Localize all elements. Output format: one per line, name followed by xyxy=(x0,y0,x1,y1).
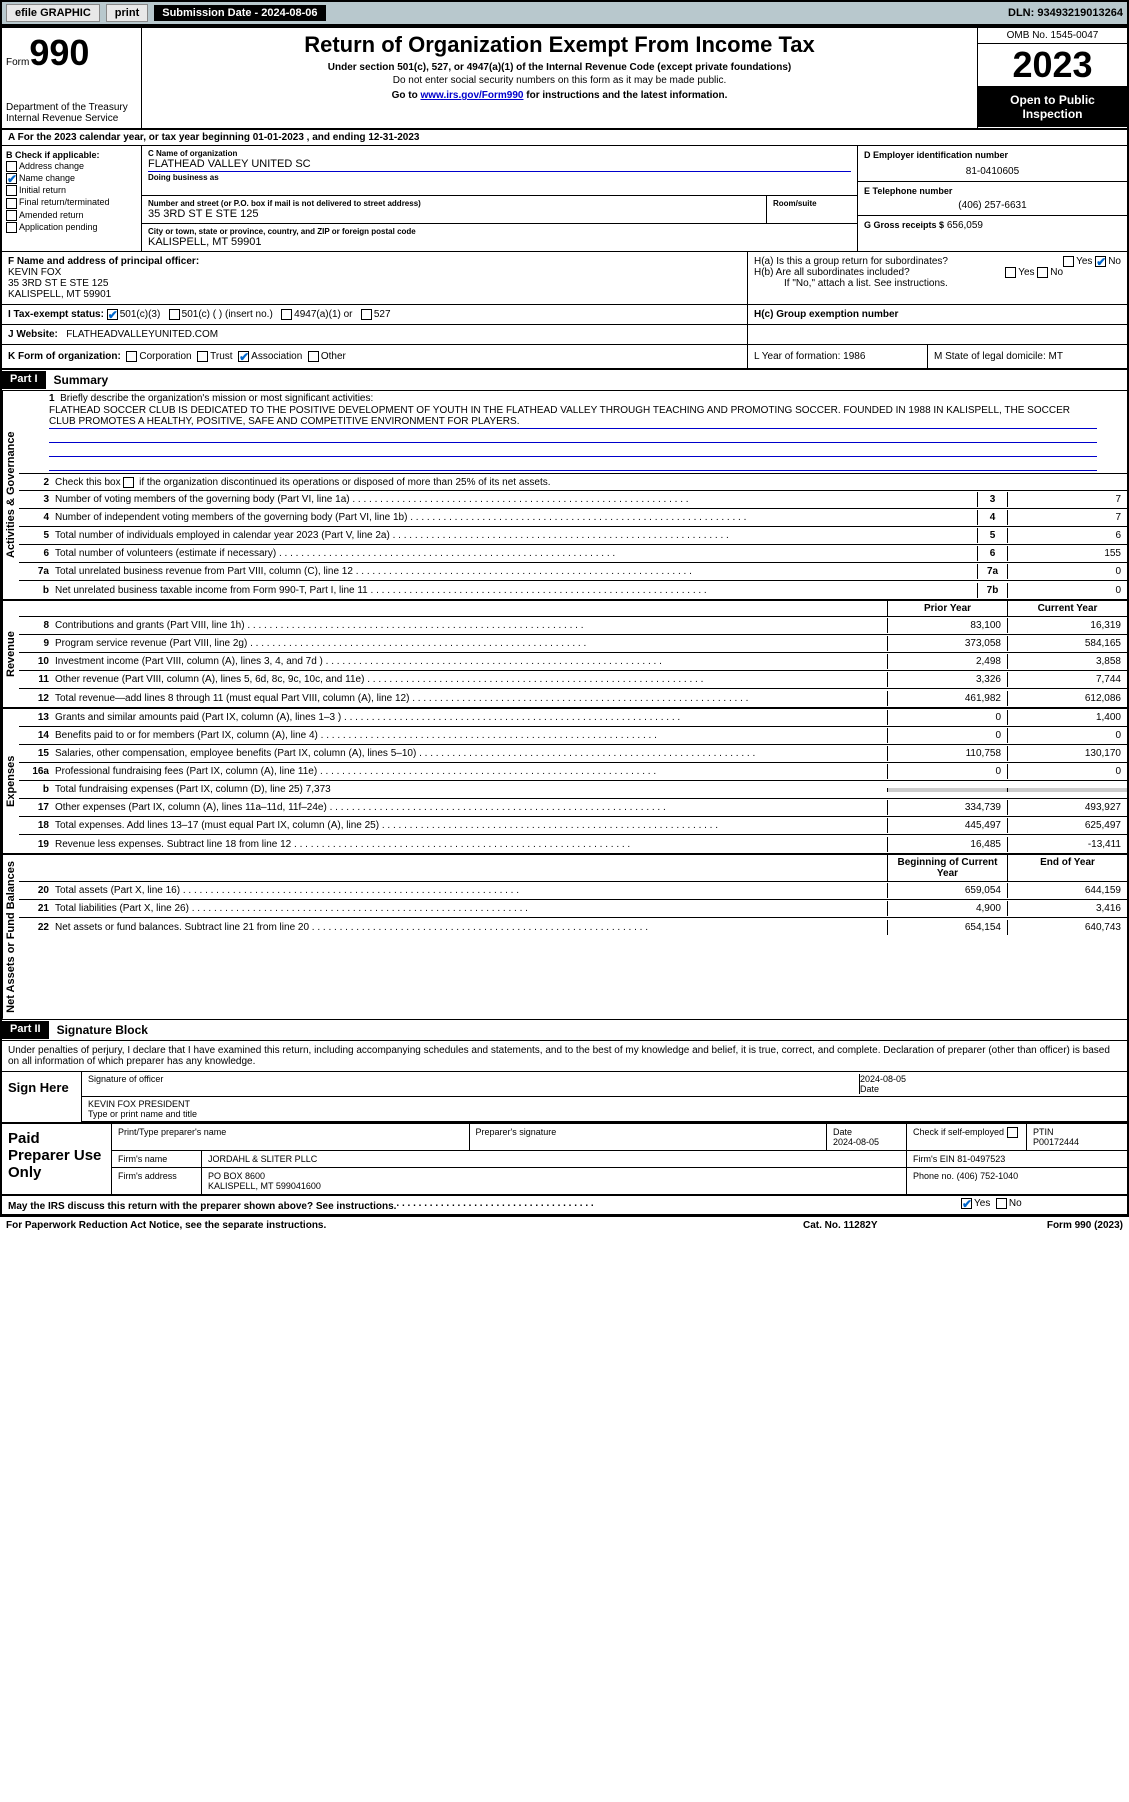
irs: Internal Revenue Service xyxy=(6,113,137,124)
submission-date: Submission Date - 2024-08-06 xyxy=(154,5,325,21)
dln: DLN: 93493219013264 xyxy=(1008,7,1123,19)
check-final[interactable]: Final return/terminated xyxy=(6,197,137,208)
firm-ein: 81-0497523 xyxy=(957,1154,1005,1164)
check-501c[interactable] xyxy=(169,309,180,320)
ptin: P00172444 xyxy=(1033,1137,1079,1147)
sign-here-label: Sign Here xyxy=(2,1072,82,1122)
check-amended[interactable]: Amended return xyxy=(6,210,137,221)
omb-number: OMB No. 1545-0047 xyxy=(978,28,1127,44)
prep-date: 2024-08-05 xyxy=(833,1137,879,1147)
perjury-text: Under penalties of perjury, I declare th… xyxy=(2,1041,1127,1072)
rev-label: Revenue xyxy=(2,601,19,707)
check-501c3[interactable] xyxy=(107,309,118,320)
check-application[interactable]: Application pending xyxy=(6,222,137,233)
current-year-hdr: Current Year xyxy=(1007,601,1127,616)
public-inspection: Open to Public Inspection xyxy=(978,87,1127,127)
check-name[interactable]: Name change xyxy=(6,173,137,184)
part1-title: Summary xyxy=(46,371,117,389)
phone: (406) 257-6631 xyxy=(864,200,1121,211)
col-b-checkboxes: B Check if applicable: Address change Na… xyxy=(2,146,142,251)
topbar: efile GRAPHIC print Submission Date - 20… xyxy=(0,0,1129,26)
part1-header: Part I xyxy=(2,371,46,389)
check-address[interactable]: Address change xyxy=(6,161,137,172)
gov-label: Activities & Governance xyxy=(2,391,19,599)
discuss-yes[interactable] xyxy=(961,1198,972,1209)
check-corp[interactable] xyxy=(126,351,137,362)
org-address: 35 3RD ST E STE 125 xyxy=(148,208,760,220)
cat-no: Cat. No. 11282Y xyxy=(803,1220,963,1231)
part2-title: Signature Block xyxy=(49,1021,156,1039)
check-discontinued[interactable] xyxy=(123,477,134,488)
prior-year-hdr: Prior Year xyxy=(887,601,1007,616)
check-527[interactable] xyxy=(361,309,372,320)
org-city: KALISPELL, MT 59901 xyxy=(148,236,851,248)
mission-text: FLATHEAD SOCCER CLUB IS DEDICATED TO THE… xyxy=(49,404,1097,429)
efile-label: efile GRAPHIC xyxy=(6,4,100,22)
part2-header: Part II xyxy=(2,1021,49,1039)
form-main: Form990 Department of the Treasury Inter… xyxy=(0,26,1129,1216)
paid-preparer-label: Paid Preparer Use Only xyxy=(2,1124,112,1194)
form-subtitle-2: Do not enter social security numbers on … xyxy=(148,75,971,86)
form-subtitle-1: Under section 501(c), 527, or 4947(a)(1)… xyxy=(148,62,971,73)
gross-receipts: 656,059 xyxy=(947,220,983,231)
firm-addr1: PO BOX 8600 xyxy=(208,1171,265,1181)
row-a-tax-year: A For the 2023 calendar year, or tax yea… xyxy=(2,130,1127,146)
exp-label: Expenses xyxy=(2,709,19,853)
boy-hdr: Beginning of Current Year xyxy=(887,855,1007,881)
firm-phone: (406) 752-1040 xyxy=(957,1171,1019,1181)
check-4947[interactable] xyxy=(281,309,292,320)
state-domicile: M State of legal domicile: MT xyxy=(927,345,1127,368)
check-assoc[interactable] xyxy=(238,351,249,362)
form-ref: Form 990 (2023) xyxy=(963,1220,1123,1231)
officer-name: KEVIN FOX xyxy=(8,267,61,278)
check-self-employed[interactable] xyxy=(1007,1127,1018,1138)
nab-label: Net Assets or Fund Balances xyxy=(2,855,19,1019)
discuss-no[interactable] xyxy=(996,1198,1007,1209)
discuss-text: May the IRS discuss this return with the… xyxy=(8,1201,396,1212)
form-subtitle-3: Go to www.irs.gov/Form990 for instructio… xyxy=(148,90,971,101)
irs-link[interactable]: www.irs.gov/Form990 xyxy=(420,90,523,101)
org-name: FLATHEAD VALLEY UNITED SC xyxy=(148,158,851,170)
website: FLATHEADVALLEYUNITED.COM xyxy=(66,329,218,340)
officer-sign-name: KEVIN FOX PRESIDENT xyxy=(88,1099,1115,1109)
paperwork-notice: For Paperwork Reduction Act Notice, see … xyxy=(6,1220,803,1231)
year-formation: L Year of formation: 1986 xyxy=(747,345,927,368)
firm-addr2: KALISPELL, MT 599041600 xyxy=(208,1181,321,1191)
print-button[interactable]: print xyxy=(106,4,148,22)
ein: 81-0410605 xyxy=(864,166,1121,177)
check-other[interactable] xyxy=(308,351,319,362)
officer-addr1: 35 3RD ST E STE 125 xyxy=(8,278,108,289)
officer-addr2: KALISPELL, MT 59901 xyxy=(8,289,111,300)
dept-treasury: Department of the Treasury xyxy=(6,102,137,113)
firm-name: JORDAHL & SLITER PLLC xyxy=(202,1151,907,1167)
tax-year: 2023 xyxy=(978,44,1127,87)
check-initial[interactable]: Initial return xyxy=(6,185,137,196)
form-number: Form990 xyxy=(6,32,137,74)
check-trust[interactable] xyxy=(197,351,208,362)
form-title: Return of Organization Exempt From Incom… xyxy=(148,32,971,58)
sign-date: 2024-08-05 xyxy=(860,1074,1115,1084)
eoy-hdr: End of Year xyxy=(1007,855,1127,881)
